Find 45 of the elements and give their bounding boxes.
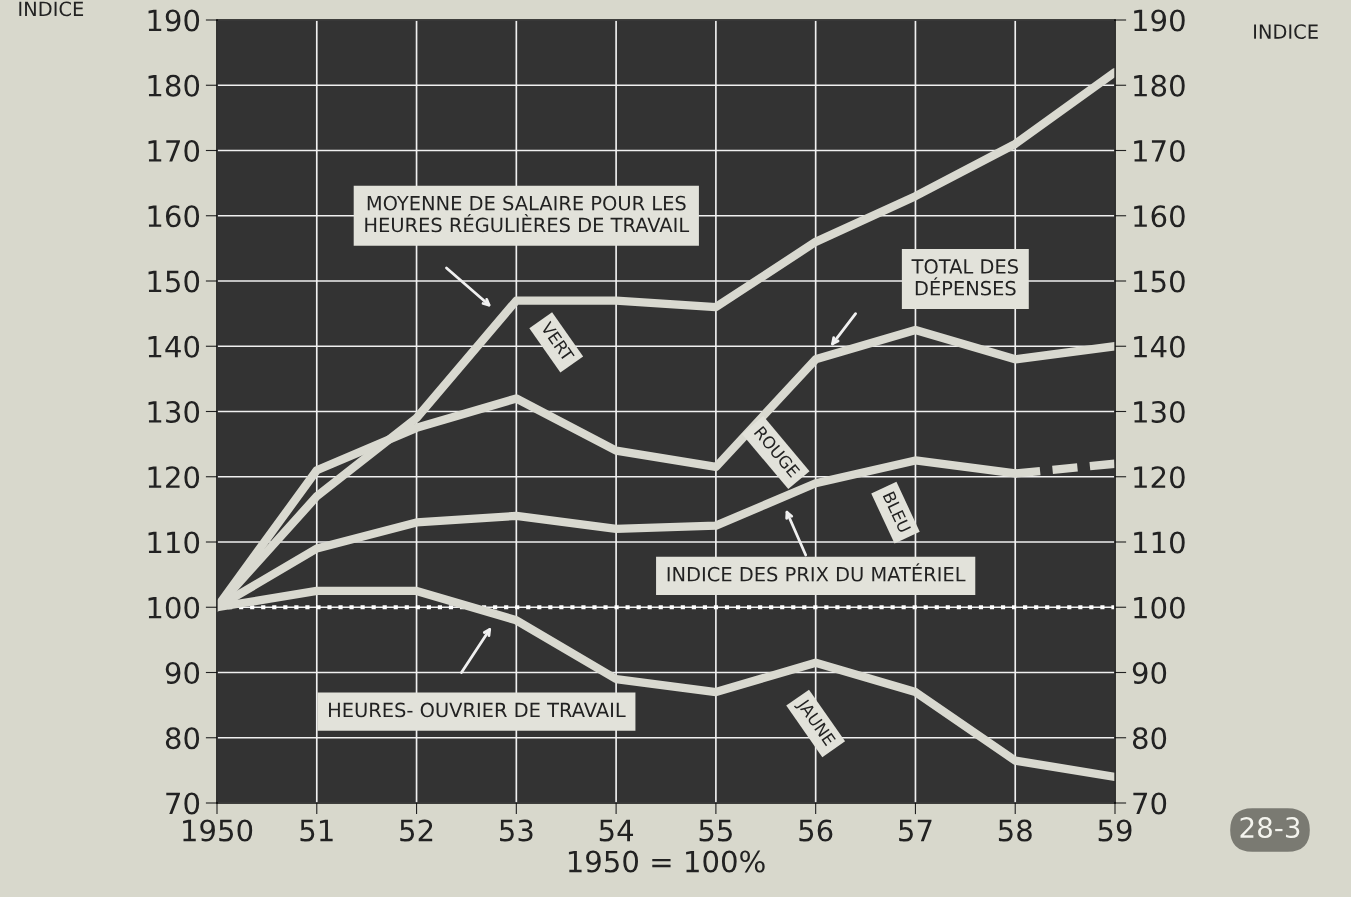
x-tick-label: 56 [799,819,833,842]
y-tick-label: 100 [148,596,200,619]
x-tick-label: 59 [1098,819,1132,842]
y2-tick-label: 130 [1134,400,1185,423]
y-tick-label: 130 [148,400,200,423]
x-tick-label: 1950 [183,819,253,842]
y-tick-label: 140 [148,335,200,358]
y-tick-label: 150 [148,270,200,293]
y2-tick-label: 90 [1132,661,1167,684]
y2-axis-title: INDICE [1254,24,1318,39]
y-tick-label: 90 [165,661,200,684]
y2-tick-label: 110 [1134,531,1185,554]
y2-tick-label: 160 [1134,205,1185,228]
x-tick-label: 58 [998,819,1032,842]
y-tick-label: 120 [148,466,200,489]
x-axis-title: 1950 = 100% [568,850,765,873]
y-tick-label: 180 [148,74,200,97]
y2-tick-label: 170 [1134,139,1185,162]
x-tick-label: 52 [400,819,433,842]
y-tick-label: 160 [148,205,200,228]
y-tick-label: 70 [166,792,200,815]
text: 28-3 [1240,817,1300,839]
y2-tick-label: 70 [1133,792,1167,815]
y-tick-label: 190 [148,9,200,32]
y2-tick-label: 120 [1134,466,1185,489]
annotation: TOTAL DES DÉPENSES [911,259,1018,296]
x-tick-label: 57 [899,819,932,842]
annotation: BLEU [882,491,911,534]
y2-tick-label: 150 [1134,270,1185,293]
x-tick-label: 55 [699,819,732,842]
annotation: HEURES- OUVRIER DE TRAVAIL [329,702,626,718]
x-tick-label: 54 [599,819,634,842]
annotation: MOYENNE DE SALAIRE POUR LES HEURES RÉGULIÈRES DE TRAVAIL [365,195,690,233]
y2-tick-label: 140 [1134,335,1185,358]
y2-tick-label: 100 [1134,596,1185,619]
y-tick-label: 170 [148,139,200,162]
y2-tick-label: 180 [1134,74,1185,97]
y2-tick-label: 80 [1132,727,1167,750]
y-axis-title: INDICE [19,1,84,17]
y-tick-label: 110 [148,531,200,554]
y2-tick-label: 190 [1134,9,1185,32]
annotation: INDICE DES PRIX DU MATÉRIEL [667,563,966,582]
y-tick-label: 80 [165,727,200,750]
x-tick-label: 53 [500,819,533,842]
x-tick-label: 51 [300,819,333,842]
